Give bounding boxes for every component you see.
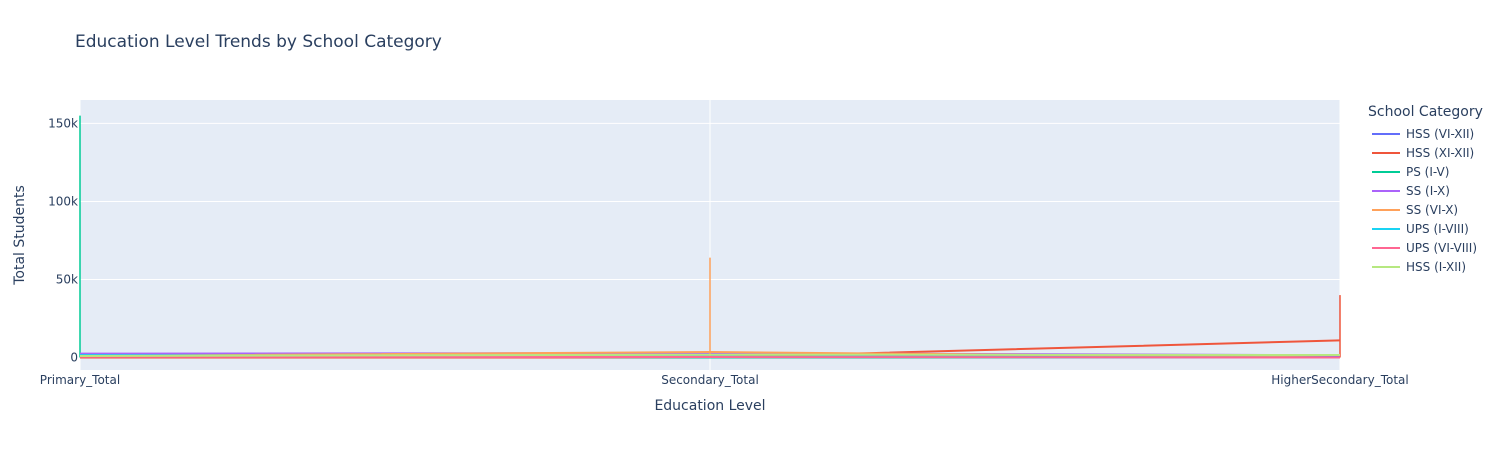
- legend-item[interactable]: SS (I-X): [1368, 181, 1483, 200]
- y-tick-label: 50k: [56, 272, 78, 286]
- legend-label: PS (I-V): [1406, 164, 1450, 179]
- chart-title: Education Level Trends by School Categor…: [75, 32, 442, 52]
- legend-label: SS (I-X): [1406, 183, 1450, 198]
- legend-item[interactable]: PS (I-V): [1368, 162, 1483, 181]
- legend-label: UPS (I-VIII): [1406, 221, 1469, 236]
- x-tick-labels: Primary_Total Secondary_Total HigherSecond…: [40, 373, 1409, 387]
- legend-label: HSS (XI-XII): [1406, 145, 1475, 160]
- legend-item[interactable]: UPS (VI-VIII): [1368, 238, 1483, 257]
- legend-item[interactable]: HSS (VI-XII): [1368, 124, 1483, 143]
- y-tick-label: 0: [70, 351, 78, 365]
- legend-swatch: [1372, 170, 1400, 173]
- legend-title: School Category: [1368, 104, 1483, 120]
- y-tick-labels: 0 50k 100k 150k: [48, 116, 78, 364]
- legend-item[interactable]: SS (VI-X): [1368, 200, 1483, 219]
- legend-item[interactable]: HSS (XI-XII): [1368, 143, 1483, 162]
- legend-swatch: [1372, 265, 1400, 268]
- x-tick-label: Secondary_Total: [661, 373, 759, 387]
- legend-label: HSS (I-XII): [1406, 259, 1467, 274]
- legend-item[interactable]: UPS (I-VIII): [1368, 219, 1483, 238]
- x-tick-label: Primary_Total: [40, 373, 120, 387]
- x-axis-title: Education Level: [654, 398, 765, 414]
- legend: School Category HSS (VI-XII) HSS (XI-XII)…: [1368, 104, 1483, 276]
- legend-item[interactable]: HSS (I-XII): [1368, 257, 1483, 276]
- y-tick-label: 150k: [48, 116, 78, 130]
- legend-swatch: [1372, 189, 1400, 192]
- legend-swatch: [1372, 151, 1400, 154]
- x-tick-label: HigherSecondary_Total: [1271, 373, 1408, 387]
- legend-label: SS (VI-X): [1406, 202, 1459, 217]
- series-line: [79, 353, 1341, 357]
- y-axis-title: Total Students: [12, 185, 28, 286]
- legend-items: HSS (VI-XII) HSS (XI-XII) PS (I-V) SS (I-X)…: [1368, 124, 1483, 276]
- legend-label: HSS (VI-XII): [1406, 126, 1475, 141]
- series-lines: [79, 115, 1341, 359]
- series-line: [79, 355, 1341, 359]
- legend-swatch: [1372, 132, 1400, 135]
- legend-label: UPS (VI-VIII): [1406, 240, 1478, 255]
- legend-swatch: [1372, 227, 1400, 230]
- legend-swatch: [1372, 246, 1400, 249]
- legend-swatch: [1372, 208, 1400, 211]
- y-tick-label: 100k: [48, 194, 78, 208]
